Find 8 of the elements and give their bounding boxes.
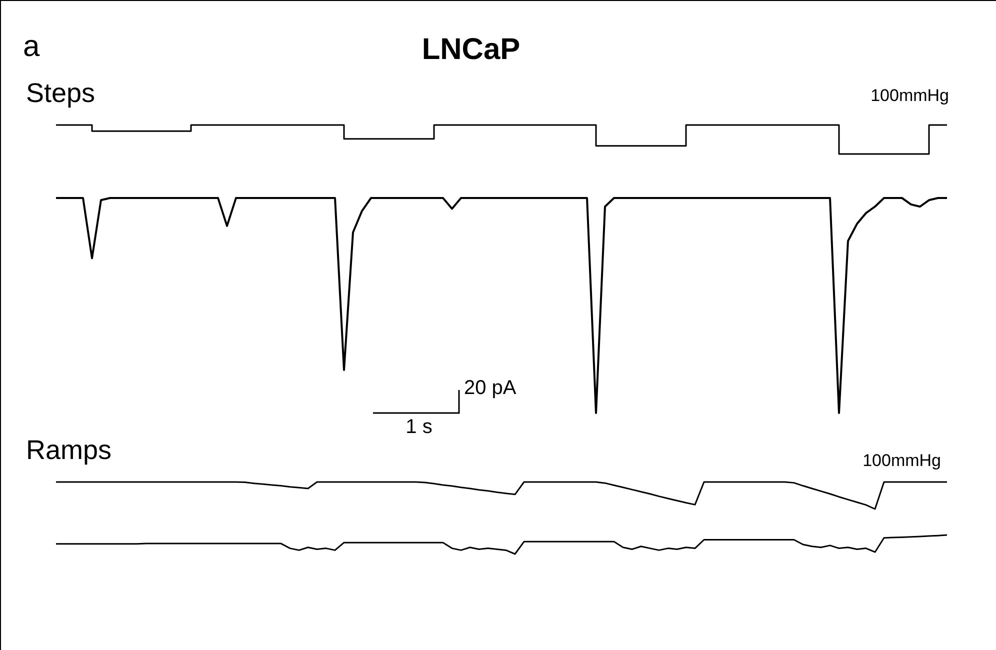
chart-subtitle: Steps: [26, 78, 96, 108]
text: 100mmHg: [862, 451, 941, 470]
annotation: 20 pA: [464, 377, 517, 399]
text: 1 s: [406, 416, 432, 438]
chart-subtitle: Ramps: [26, 435, 112, 465]
text: 100mmHg: [870, 86, 949, 105]
chart-title: LNCaP: [422, 33, 520, 66]
text: a: [23, 30, 40, 63]
